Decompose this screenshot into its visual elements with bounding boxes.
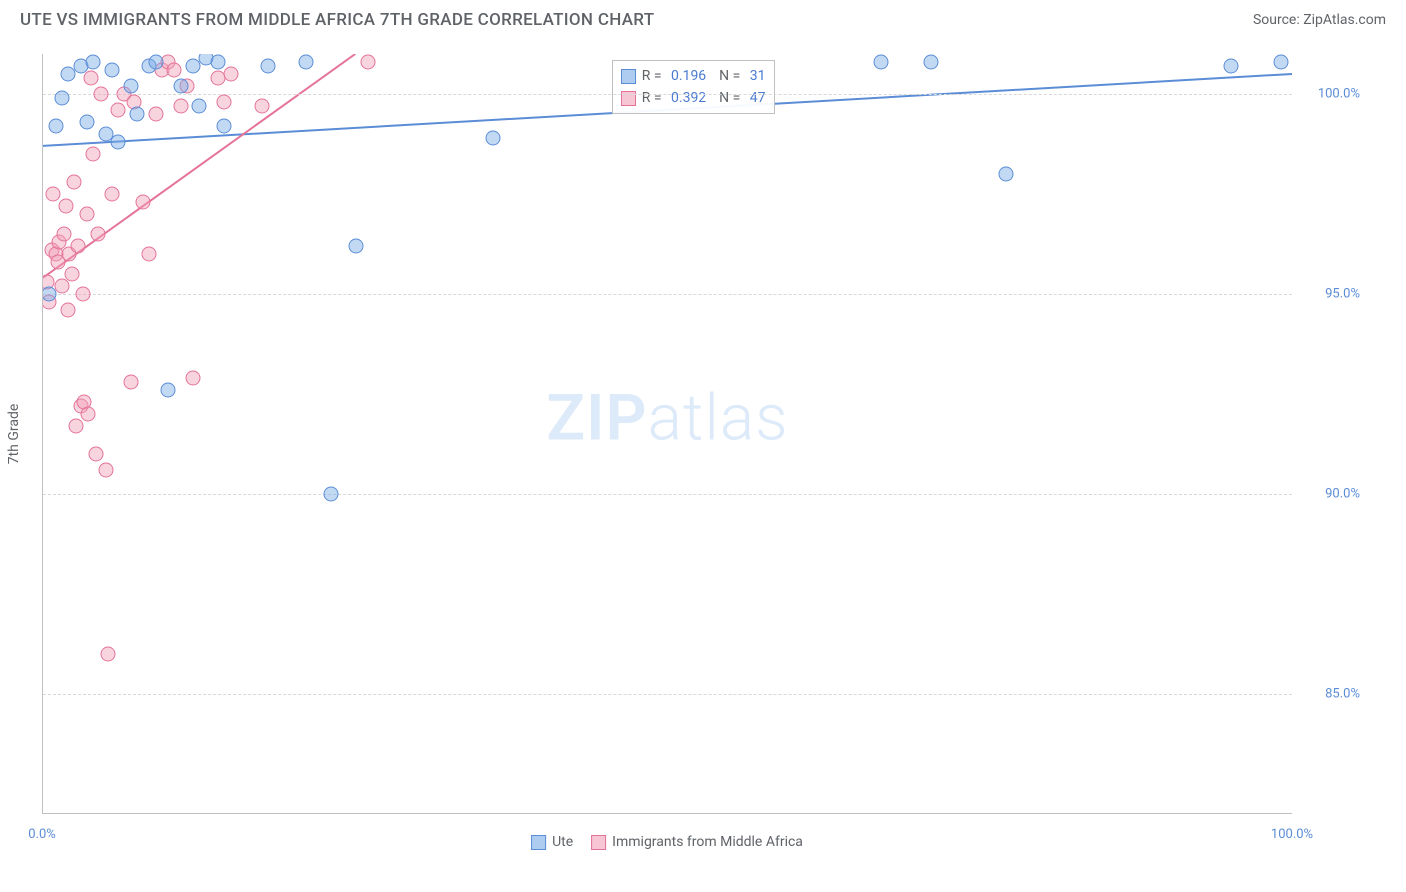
data-point bbox=[298, 55, 313, 70]
ute-swatch-icon bbox=[531, 835, 546, 850]
data-point bbox=[111, 135, 126, 150]
chart-title: UTE VS IMMIGRANTS FROM MIDDLE AFRICA 7TH… bbox=[20, 10, 654, 30]
data-point bbox=[42, 287, 57, 302]
y-tick-label: 95.0% bbox=[1325, 287, 1360, 302]
data-point bbox=[57, 227, 72, 242]
x-tick bbox=[418, 813, 419, 814]
data-point bbox=[873, 55, 888, 70]
legend: Ute Immigrants from Middle Africa bbox=[531, 834, 803, 850]
gridline bbox=[43, 694, 1292, 695]
data-point bbox=[123, 375, 138, 390]
data-point bbox=[173, 79, 188, 94]
stat-row-immigrants: R = 0.392 N = 47 bbox=[621, 87, 766, 109]
x-tick bbox=[293, 813, 294, 814]
trend-lines bbox=[43, 54, 1292, 813]
data-point bbox=[148, 55, 163, 70]
x-tick bbox=[1168, 813, 1169, 814]
data-point bbox=[61, 303, 76, 318]
gridline bbox=[43, 494, 1292, 495]
x-tick bbox=[43, 813, 44, 814]
data-point bbox=[98, 463, 113, 478]
data-point bbox=[79, 207, 94, 222]
data-point bbox=[64, 267, 79, 282]
data-point bbox=[192, 99, 207, 114]
data-point bbox=[148, 107, 163, 122]
data-point bbox=[79, 115, 94, 130]
legend-item-immigrants: Immigrants from Middle Africa bbox=[591, 834, 803, 850]
data-point bbox=[186, 371, 201, 386]
data-point bbox=[211, 55, 226, 70]
data-point bbox=[86, 147, 101, 162]
data-point bbox=[48, 119, 63, 134]
data-point bbox=[142, 247, 157, 262]
data-point bbox=[93, 87, 108, 102]
gridline bbox=[43, 294, 1292, 295]
x-tick bbox=[668, 813, 669, 814]
data-point bbox=[323, 487, 338, 502]
data-point bbox=[81, 407, 96, 422]
data-point bbox=[88, 447, 103, 462]
gridline bbox=[43, 94, 1292, 95]
data-point bbox=[104, 63, 119, 78]
immigrants-swatch-icon bbox=[591, 835, 606, 850]
data-point bbox=[217, 119, 232, 134]
data-point bbox=[71, 239, 86, 254]
stat-row-ute: R = 0.196 N = 31 bbox=[621, 65, 766, 87]
source-label: Source: ZipAtlas.com bbox=[1253, 12, 1386, 28]
y-tick-label: 100.0% bbox=[1318, 87, 1360, 102]
data-point bbox=[83, 71, 98, 86]
data-point bbox=[1223, 59, 1238, 74]
y-axis-title: 7th Grade bbox=[6, 404, 22, 465]
correlation-chart: 7th Grade ZIPatlas R = 0.196 N = 31 R = … bbox=[42, 54, 1292, 814]
data-point bbox=[167, 63, 182, 78]
data-point bbox=[111, 103, 126, 118]
data-point bbox=[217, 95, 232, 110]
data-point bbox=[923, 55, 938, 70]
data-point bbox=[486, 131, 501, 146]
data-point bbox=[261, 59, 276, 74]
data-point bbox=[123, 79, 138, 94]
data-point bbox=[68, 419, 83, 434]
data-point bbox=[136, 195, 151, 210]
x-tick-label: 100.0% bbox=[1271, 827, 1313, 842]
stat-box: R = 0.196 N = 31 R = 0.392 N = 47 bbox=[612, 60, 775, 114]
data-point bbox=[104, 187, 119, 202]
data-point bbox=[46, 187, 61, 202]
legend-item-ute: Ute bbox=[531, 834, 573, 850]
x-tick-label: 0.0% bbox=[28, 827, 56, 842]
data-point bbox=[161, 383, 176, 398]
data-point bbox=[361, 55, 376, 70]
data-point bbox=[101, 647, 116, 662]
ute-swatch bbox=[621, 69, 636, 84]
x-tick bbox=[918, 813, 919, 814]
immigrants-swatch bbox=[621, 91, 636, 106]
data-point bbox=[86, 55, 101, 70]
data-point bbox=[54, 91, 69, 106]
data-point bbox=[67, 175, 82, 190]
plot-area: ZIPatlas R = 0.196 N = 31 R = 0.392 N = … bbox=[42, 54, 1292, 814]
x-tick bbox=[168, 813, 169, 814]
x-tick bbox=[1043, 813, 1044, 814]
data-point bbox=[129, 107, 144, 122]
data-point bbox=[998, 167, 1013, 182]
watermark: ZIPatlas bbox=[546, 381, 788, 456]
data-point bbox=[58, 199, 73, 214]
data-point bbox=[173, 99, 188, 114]
data-point bbox=[254, 99, 269, 114]
data-point bbox=[76, 287, 91, 302]
data-point bbox=[223, 67, 238, 82]
data-point bbox=[1273, 55, 1288, 70]
x-tick bbox=[793, 813, 794, 814]
x-tick bbox=[543, 813, 544, 814]
data-point bbox=[348, 239, 363, 254]
y-tick-label: 85.0% bbox=[1325, 687, 1360, 702]
data-point bbox=[91, 227, 106, 242]
y-tick-label: 90.0% bbox=[1325, 487, 1360, 502]
